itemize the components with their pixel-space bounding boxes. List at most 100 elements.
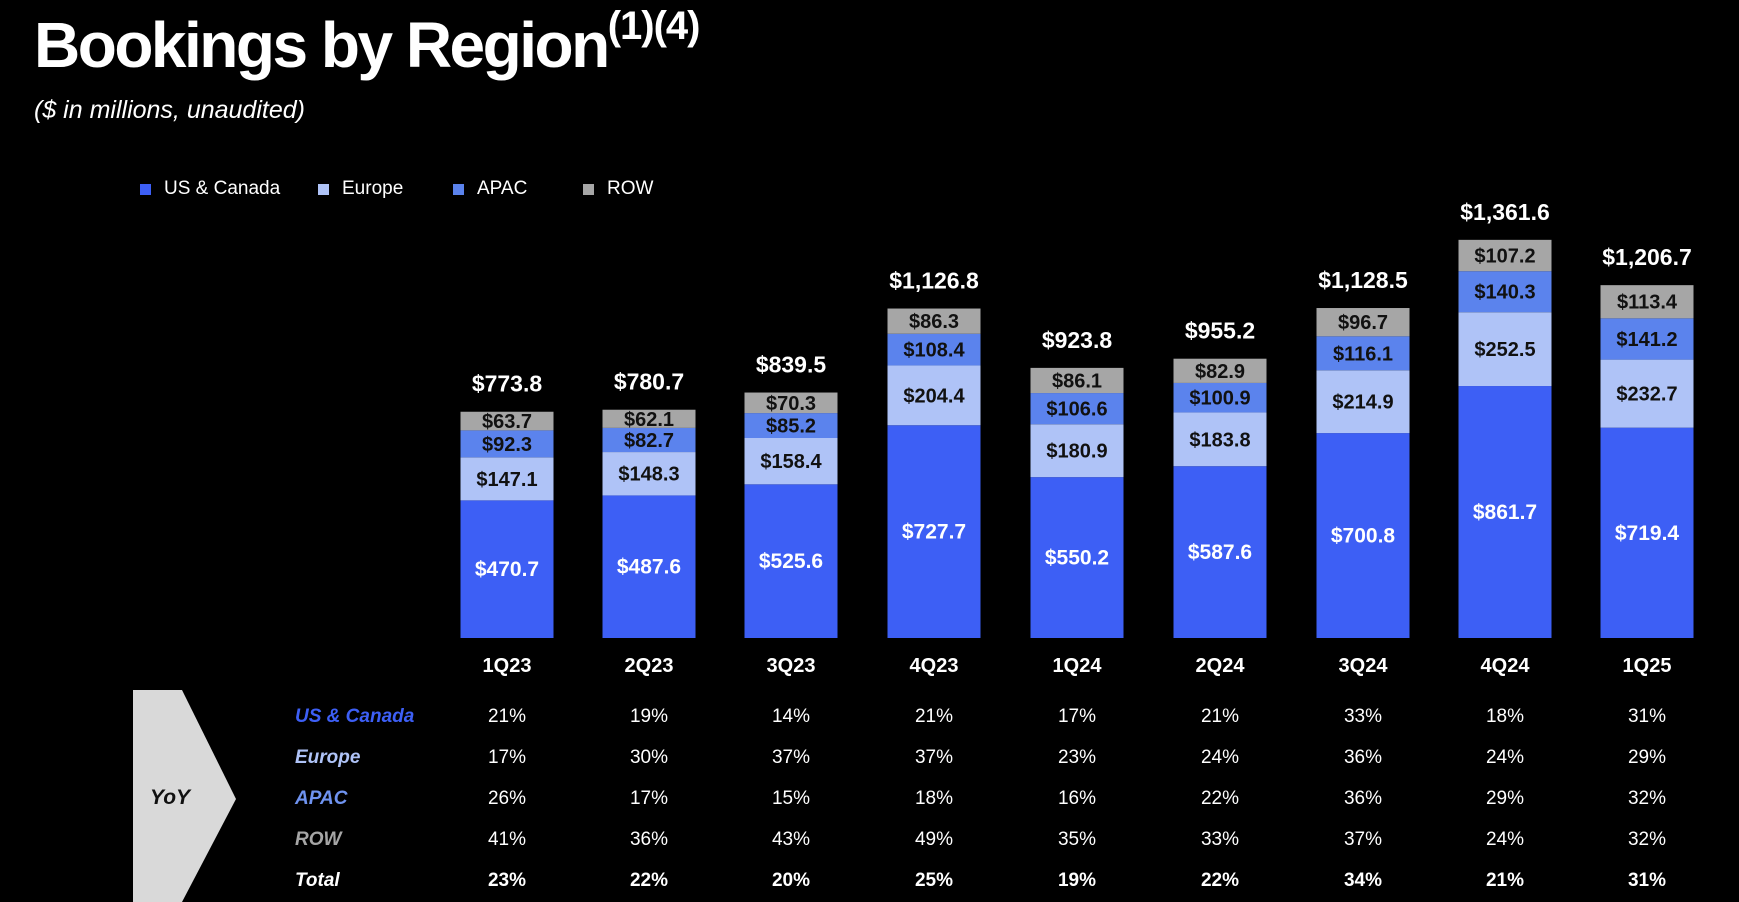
yoy-cell: 16%: [1057, 788, 1097, 809]
bar-segment-row: [1173, 358, 1267, 383]
yoy-cell: 29%: [1485, 788, 1525, 809]
title-footnote-marker: (1)(4): [607, 3, 701, 48]
segment-value-label: $85.2: [766, 416, 816, 438]
segment-value-label: $525.6: [759, 550, 823, 573]
yoy-cell: 41%: [487, 829, 527, 850]
bar-segment-row: [1316, 308, 1410, 337]
segment-value-label: $148.3: [618, 464, 679, 486]
bar-segment-us-canada: [460, 500, 554, 638]
segment-value-label: $62.1: [624, 409, 674, 431]
yoy-cell: 43%: [771, 829, 811, 850]
yoy-cell: 22%: [629, 870, 669, 891]
segment-value-label: $113.4: [1617, 292, 1678, 314]
yoy-row-label-apac: APAC: [295, 788, 348, 809]
x-tick-label: 3Q23: [767, 655, 816, 677]
bar-segment-europe: [1030, 424, 1124, 478]
segment-value-label: $70.3: [766, 393, 816, 415]
bar-segment-apac: [1030, 393, 1124, 425]
bar-segment-europe: [1316, 370, 1410, 434]
stacked-bar-chart: $470.7 $147.1 $92.3$63.7 $773.8 1Q23 $487.6 $1…: [460, 199, 1694, 677]
bar-segment-apac: [744, 413, 838, 438]
bar-segment-europe: [1173, 412, 1267, 467]
yoy-cell: 17%: [1057, 706, 1097, 727]
x-tick-label: 2Q23: [625, 655, 674, 677]
segment-value-label: $700.8: [1331, 525, 1396, 548]
segment-value-label: $214.9: [1332, 392, 1393, 414]
bar-segment-europe: [602, 452, 696, 496]
legend-label: US & Canada: [164, 178, 281, 199]
x-tick-label: 1Q25: [1623, 655, 1672, 677]
bar-segment-apac: [1316, 336, 1410, 371]
bar-segment-row: [1458, 239, 1552, 272]
bar-segment-apac: [602, 427, 696, 453]
legend-item-row: ROW: [583, 178, 653, 200]
yoy-cell: 37%: [1343, 829, 1383, 850]
yoy-cell: 29%: [1627, 747, 1667, 768]
yoy-cell: 19%: [1057, 870, 1097, 891]
yoy-row-label-us-canada: US & Canada: [295, 706, 415, 727]
bar-segment-us-canada: [602, 495, 696, 638]
x-tick-label: 3Q24: [1339, 655, 1389, 677]
yoy-cell: 18%: [1485, 706, 1525, 727]
yoy-cell: 36%: [1343, 788, 1383, 809]
yoy-cell: 36%: [629, 829, 669, 850]
bar-segment-row: [887, 308, 981, 334]
yoy-cell: 31%: [1627, 706, 1667, 727]
segment-value-label: $82.9: [1195, 361, 1245, 383]
yoy-row-label-row: ROW: [295, 829, 342, 850]
bar-total-label: $773.8: [472, 371, 543, 397]
yoy-cell: 23%: [487, 870, 527, 891]
bar-segment-us-canada: [887, 425, 981, 638]
yoy-cell: 17%: [629, 788, 669, 809]
bar-segment-europe: [1600, 359, 1694, 428]
bar-segment-apac: [1173, 382, 1267, 413]
yoy-cell: 21%: [487, 706, 527, 727]
yoy-cell: 20%: [771, 870, 811, 891]
page-subtitle: ($ in millions, unaudited): [34, 96, 305, 124]
bar-segment-us-canada: [1030, 477, 1124, 638]
legend-label: ROW: [607, 178, 654, 199]
bar-segment-us-canada: [1316, 433, 1410, 638]
bar-segment-row: [1600, 285, 1694, 319]
legend-swatch: [453, 183, 464, 195]
segment-value-label: $204.4: [903, 385, 965, 407]
bar-total-label: $923.8: [1042, 327, 1113, 353]
segment-value-label: $86.1: [1052, 370, 1102, 392]
bar-segment-europe: [1458, 312, 1552, 387]
yoy-cell: 49%: [914, 829, 954, 850]
bar-segment-europe: [887, 365, 981, 426]
segment-value-label: $106.6: [1046, 399, 1107, 421]
bar-total-label: $780.7: [614, 369, 684, 395]
segment-value-label: $82.7: [624, 430, 674, 452]
yoy-cell: 24%: [1485, 747, 1525, 768]
segment-value-label: $487.6: [617, 556, 681, 579]
yoy-cell: 22%: [1200, 870, 1240, 891]
segment-value-label: $116.1: [1333, 343, 1393, 365]
bar-segment-apac: [887, 333, 981, 366]
bar-segment-europe: [460, 457, 554, 501]
bar-total-label: $839.5: [756, 352, 827, 378]
legend-label: Europe: [342, 178, 404, 199]
bar-segment-apac: [1458, 271, 1552, 313]
yoy-cell: 26%: [487, 788, 527, 809]
legend-swatch: [140, 183, 151, 195]
legend-item-europe: Europe: [318, 178, 403, 200]
page-title: Bookings by Region(1)(4): [34, 3, 700, 81]
segment-value-label: $861.7: [1473, 501, 1537, 524]
yoy-cell: 25%: [914, 870, 954, 891]
x-tick-label: 2Q24: [1196, 655, 1246, 677]
yoy-cell: 15%: [771, 788, 811, 809]
x-tick-label: 1Q23: [483, 655, 532, 677]
bar-segment-row: [1030, 367, 1124, 394]
x-tick-label: 4Q23: [910, 655, 959, 677]
yoy-cell: 36%: [1343, 747, 1383, 768]
segment-value-label: $96.7: [1338, 312, 1388, 334]
segment-value-label: $587.6: [1188, 541, 1252, 564]
legend-item-apac: APAC: [453, 178, 527, 200]
yoy-cell: 18%: [914, 788, 954, 809]
yoy-cell: 17%: [487, 747, 527, 768]
bar-total-label: $1,206.7: [1602, 244, 1692, 270]
x-tick-label: 1Q24: [1053, 655, 1103, 677]
x-tick-label: 4Q24: [1481, 655, 1531, 677]
